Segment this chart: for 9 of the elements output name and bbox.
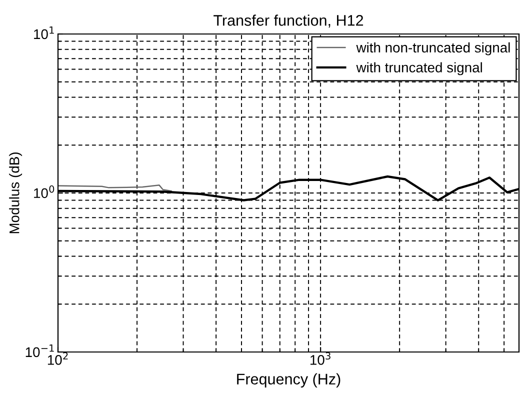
- x-tick-label: 10$^{2}$: [48, 352, 68, 365]
- chart-title: Transfer function, H12: [214, 14, 364, 28]
- x-axis-title: Frequency (Hz): [237, 373, 340, 388]
- x-tick-label: 10$^{3}$: [310, 352, 330, 365]
- y-tick-label: 10$^{0}$: [34, 185, 54, 198]
- legend-label: with non-truncated signal: [356, 42, 510, 56]
- legend-label: with truncated signal: [356, 62, 482, 76]
- y-tick-label: 10$^{1}$: [34, 26, 54, 40]
- y-axis-title: Modulus (dB): [9, 152, 22, 234]
